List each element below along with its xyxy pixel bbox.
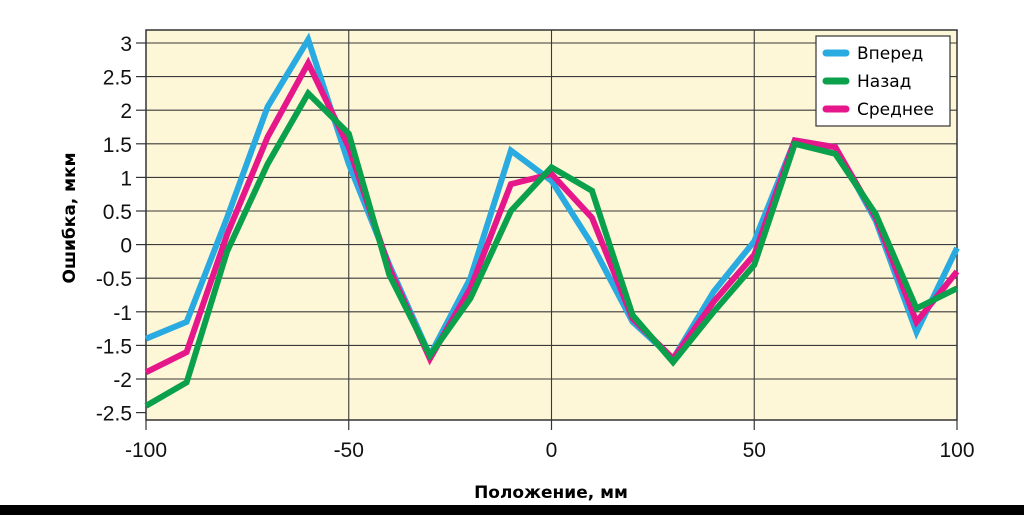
plot-frame [145,29,958,421]
y-axis-ticks: 3 2.5 2 1.5 1 0.5 0 -0.5 -1 -1.5 -2 -2.5 [96,33,146,426]
x-tick-label: 0 [546,439,558,462]
x-axis-ticks: -100 -50 0 50 100 [125,420,975,462]
y-tick-label: 1.5 [103,134,132,157]
x-tick-label: 100 [939,439,974,462]
y-tick-label: 0 [120,235,132,258]
data-series [144,32,960,409]
y-tick-label: -1 [113,302,132,325]
y-tick-label: 2 [120,100,132,123]
y-tick-label: -2 [113,369,132,392]
y-tick-label: -1.5 [96,335,132,358]
legend-label: Вперед [857,44,923,64]
bottom-black-bar [0,505,1024,515]
series-line-backward [144,88,959,409]
y-axis-title: Ошибка, мкм [60,152,80,283]
legend: Вперед Назад Среднее [815,35,951,127]
series-line-average [144,56,960,375]
legend-label: Среднее [857,100,934,120]
x-axis-title: Положение, мм [474,483,628,503]
x-tick-label: 50 [743,439,766,462]
y-tick-label: 1 [120,167,132,190]
x-tick-label: -100 [125,439,167,462]
legend-label: Назад [857,72,911,92]
y-tick-label: -2.5 [96,403,132,426]
y-tick-label: -0.5 [96,268,132,291]
y-tick-label: 2.5 [103,67,132,90]
y-tick-label: 0.5 [103,201,132,224]
x-tick-label: -50 [334,439,364,462]
y-tick-label: 3 [120,33,132,56]
